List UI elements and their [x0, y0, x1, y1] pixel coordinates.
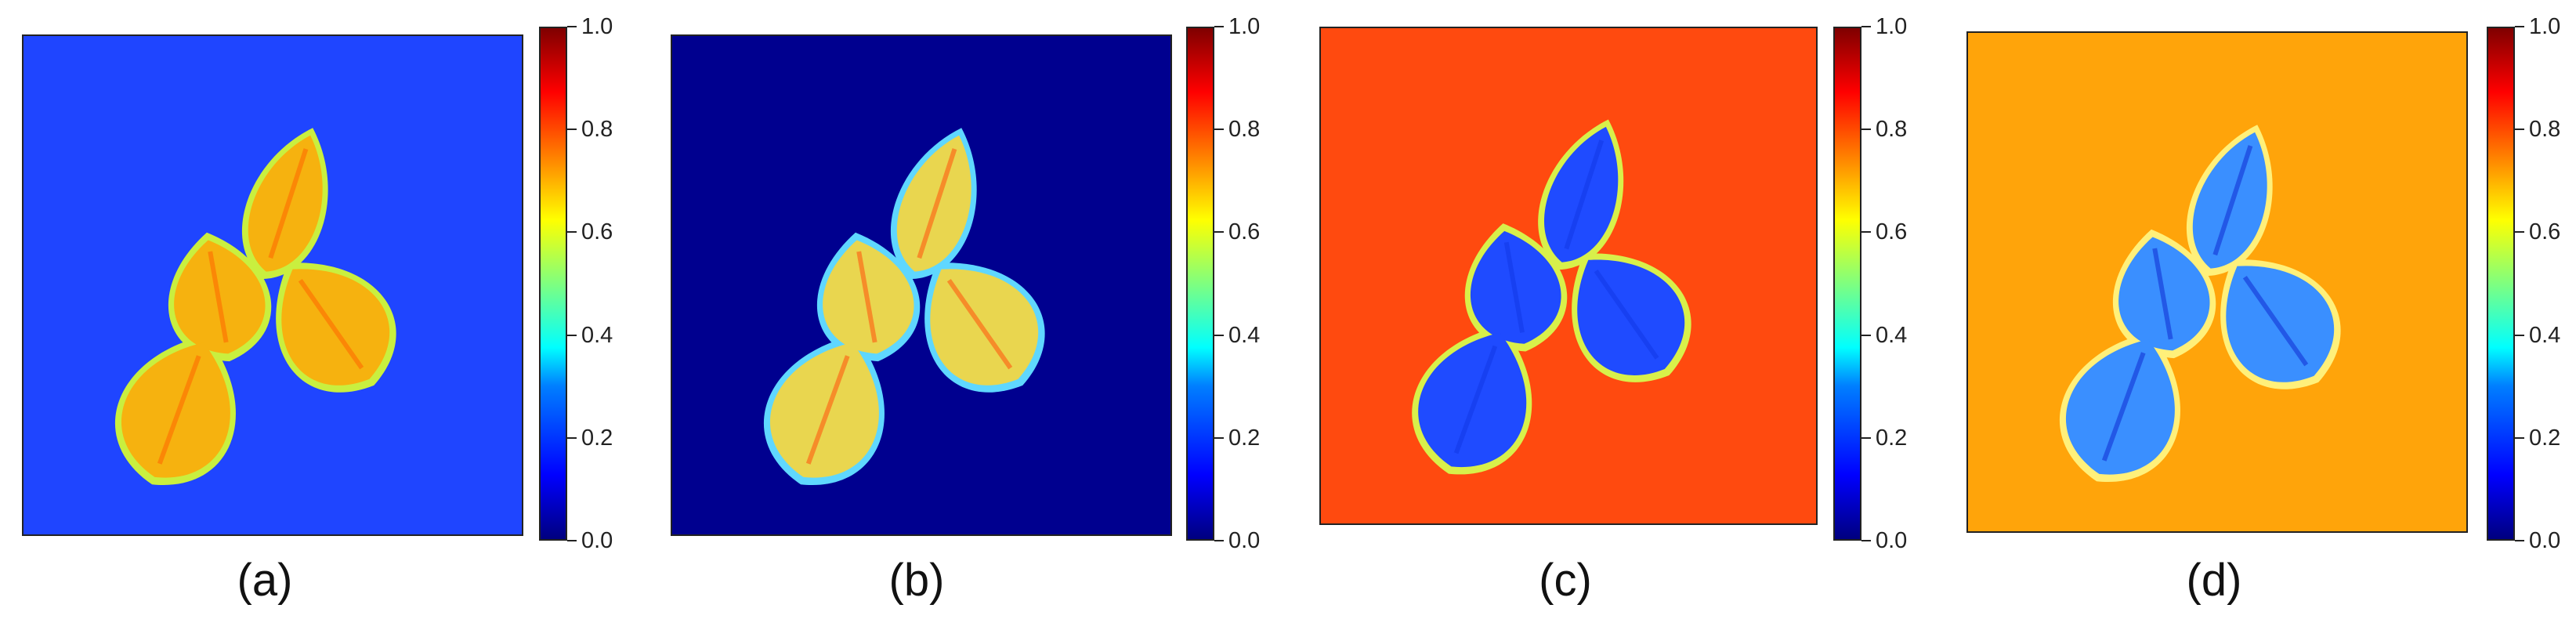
colorbar-tick	[1214, 540, 1224, 541]
colorbar-tick	[1861, 129, 1871, 131]
leaf-vein	[298, 278, 364, 370]
colorbar-tick-label: 0.4	[581, 322, 613, 348]
leaf-vein	[946, 278, 1013, 370]
colorbar-tick-label: 1.0	[2529, 14, 2561, 39]
colorbar-tick	[567, 540, 577, 541]
leaf-region	[1544, 126, 1619, 262]
colorbar-tick	[567, 334, 577, 336]
colorbar-tick	[567, 129, 577, 131]
colorbar-tick-label: 0.8	[2529, 117, 2561, 143]
colorbar-tick	[1214, 436, 1224, 439]
colorbar-tick-label: 0.6	[581, 219, 613, 245]
leaf-vein	[208, 251, 229, 343]
leaf-vein	[157, 355, 201, 465]
leaf-region	[896, 135, 971, 272]
leaf-vein	[856, 251, 877, 343]
heatmap-background	[1968, 33, 2466, 531]
colorbar-tick	[2515, 231, 2524, 234]
leaf-vein	[1503, 241, 1525, 333]
colorbar-tick-label: 0.2	[1228, 425, 1261, 451]
leaf-vein	[1594, 270, 1659, 360]
colorbar-tick-label: 0.0	[2529, 528, 2561, 553]
colorbar-tick	[2515, 334, 2524, 336]
panel-caption: (c)	[1539, 555, 1592, 606]
colorbar-tick-label: 0.8	[581, 117, 613, 143]
leaf-vein	[917, 148, 957, 259]
leaf-vein	[268, 148, 309, 259]
colorbar-tick	[1214, 26, 1224, 27]
leaf-vein	[2152, 248, 2173, 340]
colorbar-tick-label: 0.4	[1228, 322, 1261, 348]
heatmap-image	[1966, 31, 2468, 533]
colorbar-tick-label: 1.0	[1876, 14, 1908, 39]
colorbar-tick-label: 0.6	[1228, 219, 1261, 245]
colorbar-tick	[2515, 540, 2524, 541]
colorbar-tick-label: 0.2	[1876, 425, 1908, 451]
leaf-region	[1418, 332, 1527, 468]
colorbar-tick-label: 1.0	[581, 14, 613, 39]
colorbar-tick-label: 0.6	[2529, 219, 2561, 245]
leaf-vein	[1453, 345, 1498, 454]
leaf-vein	[805, 355, 850, 465]
heatmap-image	[22, 34, 523, 536]
leaf-vein	[2242, 275, 2309, 367]
colorbar-tick-label: 1.0	[1228, 14, 1261, 39]
colorbar-tick	[567, 231, 577, 234]
colorbar-tick	[1214, 334, 1224, 336]
leaf-region	[770, 342, 879, 478]
colorbar-tick-label: 0.0	[1228, 528, 1261, 553]
colorbar-tick	[567, 26, 577, 27]
colorbar-tick-label: 0.2	[2529, 425, 2561, 451]
colorbar-tick-label: 0.4	[2529, 322, 2561, 348]
colorbar-tick	[2515, 129, 2524, 131]
colorbar	[2487, 27, 2515, 541]
colorbar-tick-label: 0.0	[581, 528, 613, 553]
heatmap-background	[672, 36, 1170, 534]
leaf-region	[2066, 339, 2175, 475]
panel-caption: (b)	[888, 555, 945, 606]
colorbar-tick-label: 0.8	[1876, 117, 1908, 143]
colorbar	[1186, 27, 1214, 541]
leaf-region	[248, 135, 323, 272]
colorbar-tick-label: 0.2	[581, 425, 613, 451]
colorbar-tick-label: 0.4	[1876, 322, 1908, 348]
colorbar-tick-label: 0.8	[1228, 117, 1261, 143]
leaf-vein	[2101, 352, 2146, 462]
colorbar-tick-label: 0.0	[1876, 528, 1908, 553]
panel-caption: (d)	[2186, 555, 2242, 606]
colorbar-tick	[1214, 231, 1224, 234]
colorbar-tick	[1861, 231, 1871, 234]
colorbar	[539, 27, 567, 541]
colorbar-tick-label: 0.6	[1876, 219, 1908, 245]
heatmap-image	[671, 34, 1172, 536]
leaf-region	[2192, 132, 2267, 269]
colorbar-tick	[2515, 436, 2524, 439]
colorbar-tick	[1861, 540, 1871, 541]
colorbar	[1833, 27, 1861, 541]
leaf-vein	[2212, 145, 2253, 256]
panel-caption: (a)	[237, 555, 293, 606]
colorbar-tick	[1861, 436, 1871, 439]
colorbar-tick	[1214, 129, 1224, 131]
heatmap-background	[24, 36, 522, 534]
colorbar-tick	[1861, 334, 1871, 336]
colorbar-tick	[2515, 26, 2524, 27]
colorbar-tick	[1861, 26, 1871, 27]
heatmap-background	[1321, 28, 1816, 523]
leaf-region	[121, 342, 230, 478]
heatmap-image	[1319, 27, 1818, 525]
leaf-vein	[1564, 139, 1605, 250]
colorbar-tick	[567, 436, 577, 439]
